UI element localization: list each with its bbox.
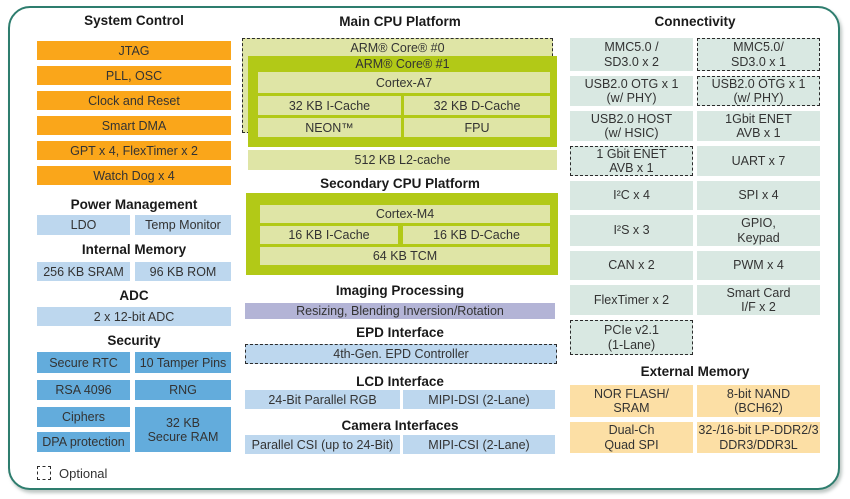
- camera-title: Camera Interfaces: [341, 418, 459, 433]
- power-management-title: Power Management: [70, 197, 198, 212]
- block-m4-icache: 16 KB I-Cache: [260, 226, 398, 244]
- epd-title: EPD Interface: [356, 325, 444, 340]
- conn-cell-mmc-sd-x1-optional: MMC5.0/ SD3.0 x 1: [697, 38, 820, 71]
- conn-cell-pcie-optional: PCIe v2.1 (1-Lane): [570, 320, 693, 355]
- system-control-title: System Control: [84, 13, 184, 28]
- conn-cell-flextimer: FlexTimer x 2: [570, 285, 693, 315]
- external-memory-title: External Memory: [640, 364, 750, 379]
- conn-cell-i2s: I²S x 3: [570, 215, 693, 246]
- block-gpt-flextimer: GPT x 4, FlexTimer x 2: [37, 141, 231, 160]
- legend-optional-label: Optional: [59, 465, 108, 481]
- conn-cell-usb-host: USB2.0 HOST (w/ HSIC): [570, 111, 693, 141]
- block-smart-dma: Smart DMA: [37, 116, 231, 135]
- block-secure-rtc: Secure RTC: [37, 352, 130, 373]
- conn-cell-gpio-keypad: GPIO, Keypad: [697, 215, 820, 246]
- box-secondary-cpu: Cortex-M4 16 KB I-Cache 16 KB D-Cache 64…: [246, 193, 558, 275]
- arm-core1-label: ARM® Core® #1: [355, 57, 450, 71]
- block-clock-reset: Clock and Reset: [37, 91, 231, 110]
- conn-cell-empty: [697, 320, 820, 355]
- column-left: System Control JTAG PLL, OSC Clock and R…: [37, 0, 231, 499]
- block-tcm: 64 KB TCM: [260, 247, 550, 265]
- block-a7-icache: 32 KB I-Cache: [258, 96, 401, 115]
- conn-cell-uart: UART x 7: [697, 146, 820, 176]
- block-cortex-m4: Cortex-M4: [260, 205, 550, 223]
- block-rsa: RSA 4096: [37, 380, 130, 400]
- conn-cell-usb-otg: USB2.0 OTG x 1 (w/ PHY): [570, 76, 693, 106]
- conn-cell-enet-avb: 1Gbit ENET AVB x 1: [697, 111, 820, 141]
- block-imaging: Resizing, Blending Inversion/Rotation: [245, 303, 555, 319]
- connectivity-title: Connectivity: [654, 14, 736, 29]
- conn-cell-pwm: PWM x 4: [697, 251, 820, 280]
- ext-cell-quad-spi: Dual-Ch Quad SPI: [570, 422, 693, 453]
- block-epd-controller: 4th-Gen. EPD Controller: [245, 344, 557, 364]
- block-secure-ram: 32 KB Secure RAM: [135, 407, 231, 452]
- block-parallel-rgb: 24-Bit Parallel RGB: [245, 390, 400, 409]
- legend-optional: Optional: [37, 465, 107, 481]
- block-ldo: LDO: [37, 215, 130, 235]
- block-mipi-csi: MIPI-CSI (2-Lane): [403, 435, 555, 454]
- conn-cell-usb-otg-optional: USB2.0 OTG x 1 (w/ PHY): [697, 76, 820, 106]
- secondary-cpu-title: Secondary CPU Platform: [320, 176, 480, 191]
- block-rom: 96 KB ROM: [135, 262, 231, 281]
- conn-cell-smart-card: Smart Card I/F x 2: [697, 285, 820, 315]
- block-jtag: JTAG: [37, 41, 231, 60]
- security-title: Security: [107, 333, 161, 348]
- block-ciphers: Ciphers: [37, 407, 130, 427]
- block-neon: NEON™: [258, 118, 401, 137]
- block-watchdog: Watch Dog x 4: [37, 166, 231, 185]
- block-rng: RNG: [135, 380, 231, 400]
- imaging-title: Imaging Processing: [335, 283, 465, 298]
- block-sram: 256 KB SRAM: [37, 262, 130, 281]
- internal-memory-title: Internal Memory: [81, 242, 187, 257]
- ext-cell-nand: 8-bit NAND (BCH62): [697, 385, 820, 417]
- block-dpa: DPA protection: [37, 432, 130, 452]
- block-m4-dcache: 16 KB D-Cache: [403, 226, 550, 244]
- block-tamper-pins: 10 Tamper Pins: [135, 352, 231, 373]
- block-temp-monitor: Temp Monitor: [135, 215, 231, 235]
- block-l2-cache: 512 KB L2-cache: [248, 150, 557, 170]
- conn-cell-spi: SPI x 4: [697, 181, 820, 210]
- conn-cell-can: CAN x 2: [570, 251, 693, 280]
- block-cortex-a7: Cortex-A7: [258, 72, 550, 93]
- arm-core0-label: ARM® Core® #0: [350, 41, 445, 55]
- adc-title: ADC: [119, 288, 149, 303]
- external-memory-grid: NOR FLASH/ SRAM 8-bit NAND (BCH62) Dual-…: [570, 385, 820, 453]
- main-cpu-title: Main CPU Platform: [339, 14, 461, 29]
- conn-cell-i2c: I²C x 4: [570, 181, 693, 210]
- block-fpu: FPU: [404, 118, 550, 137]
- block-parallel-csi: Parallel CSI (up to 24-Bit): [245, 435, 400, 454]
- column-right: Connectivity MMC5.0 / SD3.0 x 2 MMC5.0/ …: [570, 0, 820, 499]
- optional-dashed-box-icon: [37, 466, 51, 480]
- block-pll-osc: PLL, OSC: [37, 66, 231, 85]
- box-arm-core1: ARM® Core® #1 Cortex-A7 32 KB I-Cache 32…: [248, 56, 557, 147]
- block-mipi-dsi: MIPI-DSI (2-Lane): [403, 390, 555, 409]
- connectivity-grid: MMC5.0 / SD3.0 x 2 MMC5.0/ SD3.0 x 1 USB…: [570, 38, 820, 355]
- block-a7-dcache: 32 KB D-Cache: [404, 96, 550, 115]
- ext-cell-nor-flash-sram: NOR FLASH/ SRAM: [570, 385, 693, 417]
- ext-cell-ddr: 32-/16-bit LP-DDR2/3 DDR3/DDR3L: [697, 422, 820, 453]
- column-middle: Main CPU Platform ARM® Core® #0 ARM® Cor…: [242, 0, 558, 499]
- conn-cell-enet-avb-optional: 1 Gbit ENET AVB x 1: [570, 146, 693, 176]
- conn-cell-mmc-sd-x2: MMC5.0 / SD3.0 x 2: [570, 38, 693, 71]
- block-adc: 2 x 12-bit ADC: [37, 307, 231, 326]
- lcd-title: LCD Interface: [356, 374, 444, 389]
